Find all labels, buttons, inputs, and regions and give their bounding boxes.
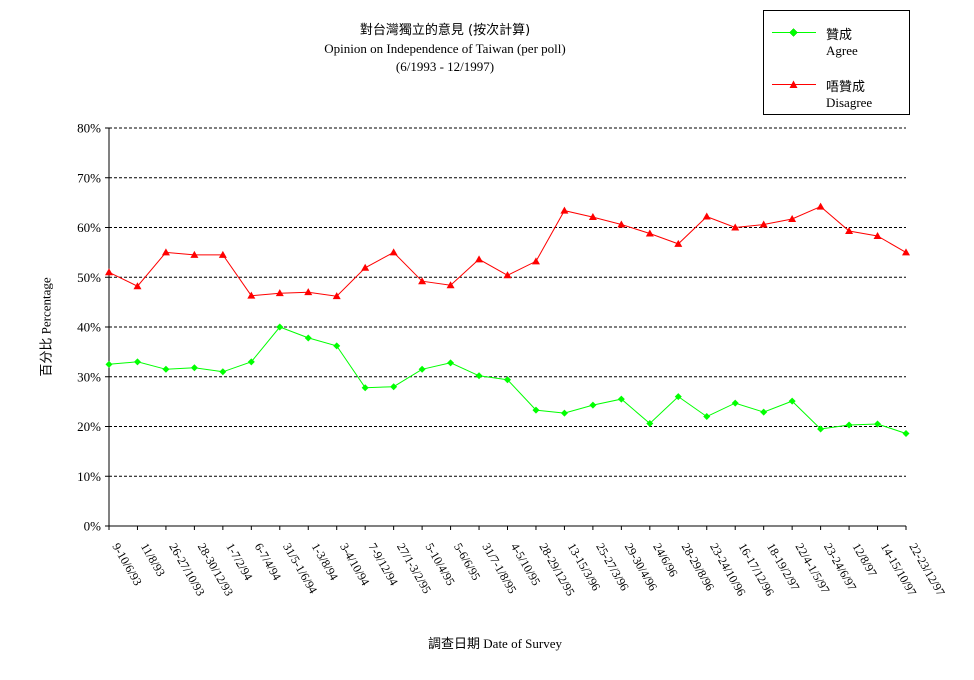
x-tick-label: 24/6/96 <box>650 541 680 580</box>
tick-labels: 0%10%20%30%40%50%60%70%80%9-10/6/9311/8/… <box>77 121 948 599</box>
data-point-disagree <box>304 288 313 296</box>
data-point-agree <box>703 413 711 421</box>
data-point-agree <box>390 383 398 391</box>
gridlines <box>109 127 906 477</box>
legend-label-agree-zh: 贊成 <box>826 28 853 43</box>
data-point-disagree <box>446 281 455 289</box>
data-point-disagree <box>816 202 825 210</box>
triangle-marker-icon <box>789 80 798 88</box>
axes <box>105 127 907 530</box>
y-axis-label-zh: 百分比 <box>39 337 55 377</box>
data-point-disagree <box>759 220 768 228</box>
data-point-disagree <box>702 212 711 220</box>
data-point-agree <box>304 334 312 342</box>
data-point-agree <box>817 425 825 433</box>
y-tick-label: 80% <box>77 121 101 136</box>
chart-title-block: 對台灣獨立的意見 (按次計算) Opinion on Independence … <box>245 22 645 76</box>
data-point-agree <box>190 364 198 372</box>
data-point-disagree <box>531 257 540 265</box>
data-point-agree <box>418 365 426 373</box>
data-point-disagree <box>332 292 341 300</box>
data-point-disagree <box>218 250 227 258</box>
data-point-disagree <box>873 231 882 239</box>
data-point-agree <box>133 358 141 366</box>
data-point-disagree <box>105 268 113 276</box>
y-tick-label: 50% <box>77 270 101 285</box>
y-tick-label: 20% <box>77 419 101 434</box>
data-point-disagree <box>190 250 199 258</box>
data-point-disagree <box>788 215 797 223</box>
legend-item-disagree: 唔贊成 Disagree <box>764 75 911 115</box>
data-point-disagree <box>418 277 427 285</box>
data-point-disagree <box>133 282 142 290</box>
y-axis-label: 百分比 Percentage <box>36 277 55 376</box>
data-point-agree <box>617 395 625 403</box>
data-point-disagree <box>674 239 683 247</box>
legend-label-disagree-zh: 唔贊成 <box>826 80 866 95</box>
data-point-agree <box>874 420 882 428</box>
data-point-agree <box>475 372 483 380</box>
data-point-disagree <box>845 226 854 234</box>
y-tick-label: 60% <box>77 220 101 235</box>
data-point-disagree <box>560 206 569 214</box>
chart-title: 對台灣獨立的意見 (按次計算) <box>359 23 531 38</box>
data-point-agree <box>788 397 796 405</box>
data-point-disagree <box>617 220 626 228</box>
chart-subtitle: Opinion on Independence of Taiwan (per p… <box>324 41 566 56</box>
data-point-agree <box>646 420 654 428</box>
legend-item-agree: 贊成 Agree <box>764 23 911 63</box>
data-point-disagree <box>731 223 740 231</box>
x-axis-label-en: Date of Survey <box>483 636 562 651</box>
data-point-disagree <box>475 255 484 263</box>
y-axis-label-en: Percentage <box>38 277 54 335</box>
y-tick-label: 70% <box>77 170 101 185</box>
data-point-agree <box>845 421 853 429</box>
data-point-agree <box>902 429 910 437</box>
data-point-agree <box>162 365 170 373</box>
data-point-agree <box>589 401 597 409</box>
data-point-agree <box>276 323 284 331</box>
x-tick-label: 11/8/93 <box>138 541 168 579</box>
y-tick-label: 0% <box>84 519 102 534</box>
data-point-agree <box>247 358 255 366</box>
data-point-disagree <box>503 271 512 279</box>
y-tick-label: 30% <box>77 369 101 384</box>
data-point-agree <box>504 376 511 384</box>
data-point-disagree <box>902 248 910 256</box>
data-point-agree <box>105 360 113 368</box>
data-point-agree <box>560 409 568 417</box>
data-point-agree <box>447 359 455 367</box>
data-point-disagree <box>161 248 170 256</box>
legend-label-disagree-en: Disagree <box>826 95 873 110</box>
data-point-disagree <box>588 213 597 221</box>
series-line-disagree <box>108 206 907 297</box>
x-tick-label: 6-7/4/94 <box>252 541 284 583</box>
data-point-agree <box>219 368 227 376</box>
data-point-disagree <box>275 289 284 297</box>
data-point-disagree <box>645 229 654 237</box>
data-point-agree <box>361 384 369 392</box>
legend: 贊成 Agree 唔贊成 Disagree <box>763 10 910 115</box>
data-point-agree <box>760 408 768 416</box>
y-tick-label: 40% <box>77 320 101 335</box>
data-point-agree <box>731 399 739 407</box>
x-axis-label: 調查日期 Date of Survey <box>428 633 562 652</box>
data-point-disagree <box>389 248 398 256</box>
data-point-disagree <box>247 291 256 299</box>
series-layer <box>105 202 910 437</box>
diamond-marker-icon <box>789 28 798 37</box>
data-point-agree <box>532 406 540 414</box>
x-tick-label: 12/8/97 <box>849 541 879 580</box>
data-point-agree <box>333 342 341 350</box>
data-point-disagree <box>361 263 370 271</box>
data-point-agree <box>674 393 682 401</box>
legend-label-agree-en: Agree <box>826 43 858 58</box>
y-tick-label: 10% <box>77 469 101 484</box>
chart-period: (6/1993 - 12/1997) <box>395 59 495 74</box>
x-axis-label-zh: 調查日期 <box>428 637 481 652</box>
